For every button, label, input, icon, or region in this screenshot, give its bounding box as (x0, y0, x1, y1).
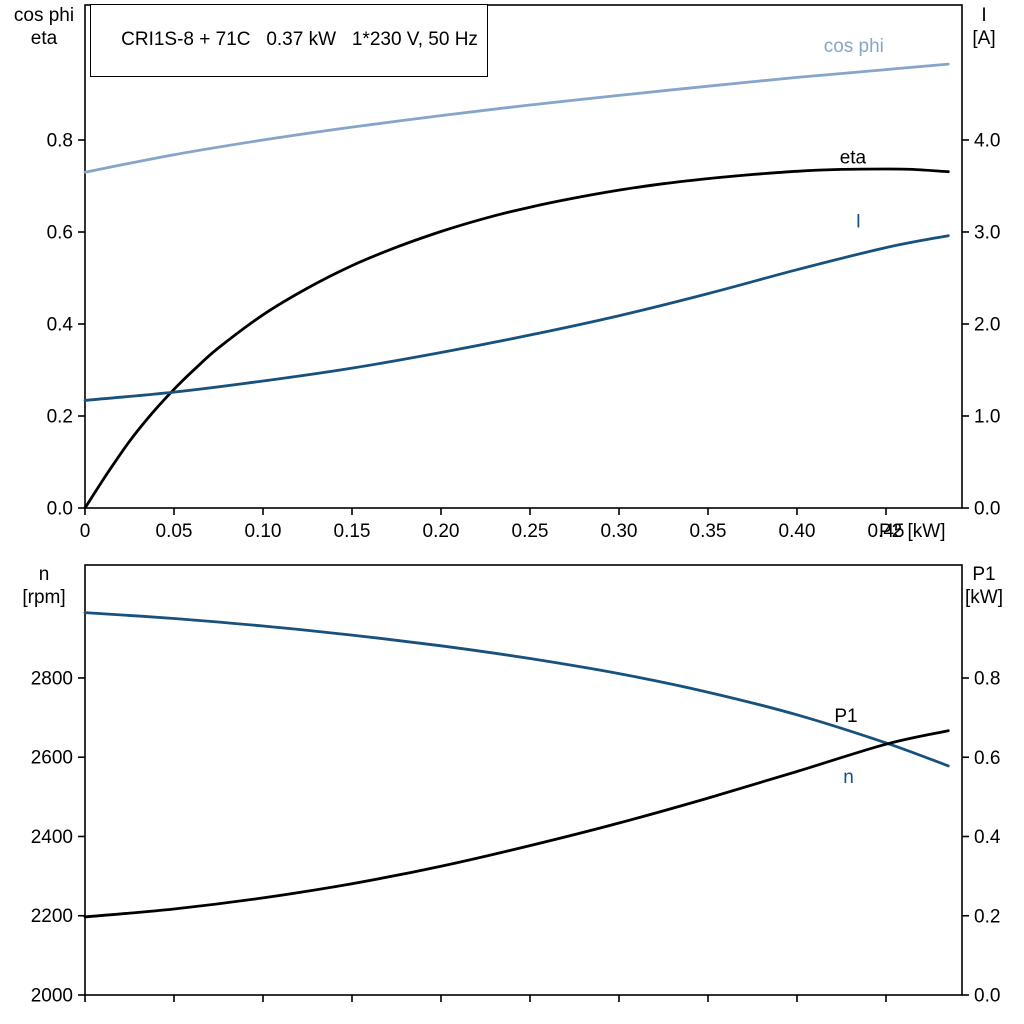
right-axis-tick-label: 0.8 (974, 669, 1000, 690)
axis-label-p1: P1 (972, 564, 996, 585)
x-axis-tick-label: 0.25 (512, 521, 549, 542)
bottom-left-axis-label: n [rpm] (0, 563, 88, 609)
chart-title: CRI1S-8 + 71C 0.37 kW 1*230 V, 50 Hz (121, 29, 478, 50)
motor-performance-bottom-plot-frame (84, 564, 963, 996)
motor-performance-top-plot-frame (84, 4, 963, 509)
left-axis-tick-label: 0.8 (47, 131, 73, 152)
x-axis-tick-label: 0.15 (334, 521, 371, 542)
left-axis-tick-label: 0.6 (47, 223, 73, 244)
curve-current (83, 234, 950, 402)
bottom-right-axis-label: P1 [kW] (944, 563, 1024, 609)
curve-cos-phi (83, 62, 950, 174)
axis-label-current-unit: [A] (972, 28, 996, 49)
right-axis-tick-label: 3.0 (974, 222, 1000, 243)
x-axis-tick-label: 0.40 (779, 521, 816, 542)
right-axis-tick-label: 1.0 (974, 406, 1000, 427)
curve-label-cos-phi: cos phi (824, 36, 884, 57)
left-axis-tick-label: 2600 (31, 748, 73, 769)
x-axis-label: P2 [kW] (879, 521, 946, 542)
axis-label-current: I (981, 5, 987, 26)
left-axis-tick-label: 0.4 (47, 315, 74, 336)
left-axis-tick-label: 2000 (31, 986, 73, 1007)
axis-label-eta: eta (30, 28, 58, 49)
left-axis-tick-label: 2400 (31, 827, 73, 848)
right-axis-tick-label: 0.4 (974, 827, 1001, 848)
x-axis-tick-label: 0.20 (423, 521, 460, 542)
right-axis-tick-label: 0.0 (974, 499, 1000, 520)
x-axis-tick-label: 0.10 (245, 521, 282, 542)
x-axis-tick-label: 0.35 (690, 521, 727, 542)
right-axis-tick-label: 0.2 (974, 906, 1000, 927)
curve-label-eta: eta (840, 148, 867, 169)
top-right-axis-label: I [A] (944, 4, 1024, 50)
curve-label-p1: P1 (834, 706, 857, 727)
axis-label-speed-unit: [rpm] (22, 587, 66, 608)
chart-title-box: CRI1S-8 + 71C 0.37 kW 1*230 V, 50 Hz (90, 4, 488, 77)
left-axis-tick-label: 2200 (31, 906, 73, 927)
axis-label-cos-phi: cos phi (13, 5, 75, 26)
right-axis-tick-label: 4.0 (974, 130, 1000, 151)
right-axis-tick-label: 0.0 (974, 986, 1000, 1007)
x-axis-tick-label: 0.05 (156, 521, 193, 542)
curve-speed (83, 611, 950, 768)
top-left-axis-label: cos phi eta (0, 4, 88, 50)
right-axis-tick-label: 2.0 (974, 314, 1000, 335)
x-axis-tick-label: 0 (80, 521, 91, 542)
left-axis-tick-label: 0.0 (47, 499, 73, 520)
curve-label-speed: n (843, 767, 854, 788)
x-axis-tick-label: 0.45 (868, 521, 905, 542)
left-axis-tick-label: 2800 (31, 668, 73, 689)
right-axis-tick-label: 0.6 (974, 748, 1000, 769)
left-axis-tick-label: 0.2 (47, 407, 73, 428)
axis-label-p1-unit: [kW] (965, 587, 1003, 608)
curve-p1 (83, 729, 950, 919)
axis-label-speed: n (38, 564, 50, 585)
curve-label-current: I (856, 211, 861, 232)
x-axis-tick-label: 0.30 (601, 521, 638, 542)
